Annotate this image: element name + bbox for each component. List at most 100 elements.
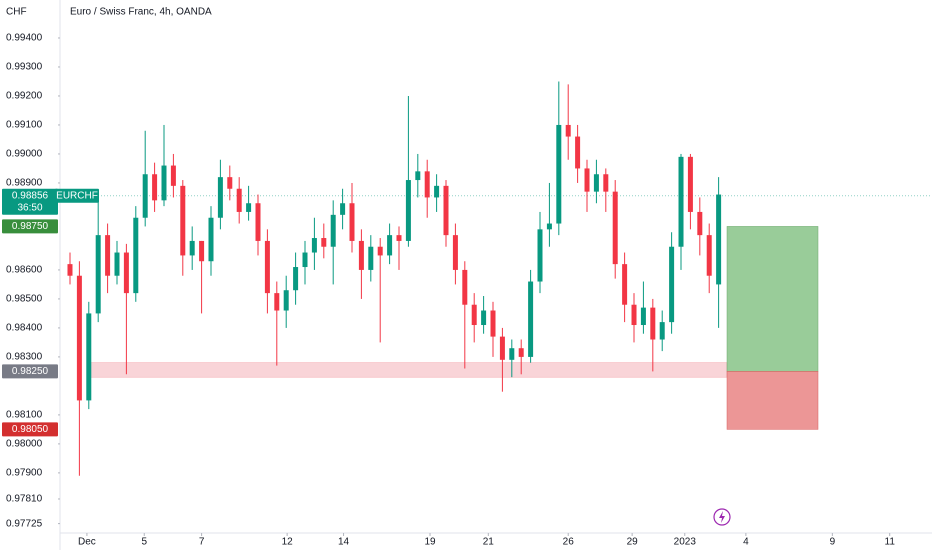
y-tick-label: 0.98000 (6, 439, 43, 450)
countdown: 36:50 (17, 202, 42, 213)
candle-body (424, 171, 430, 198)
y-tick-label: 0.97810 (6, 494, 43, 505)
y-tick-label: 0.98600 (6, 265, 43, 276)
candle-body (462, 269, 468, 305)
candle-body (687, 156, 693, 212)
candle-body (575, 136, 581, 169)
x-tick-label: 14 (338, 537, 350, 548)
y-tick-label: 0.98400 (6, 323, 43, 334)
candle-body (518, 348, 524, 357)
candle-body (659, 322, 665, 340)
y-tick-label: 0.99300 (6, 62, 43, 73)
y-tick-label: 0.98300 (6, 352, 43, 363)
candle-body (481, 310, 487, 326)
target-price-box (2, 219, 58, 234)
profit-zone (726, 226, 819, 372)
candle-body (76, 275, 82, 401)
candle-body (612, 191, 618, 265)
support-zone (86, 362, 728, 378)
candle-body (434, 185, 440, 198)
stop-price-label: 0.98050 (12, 424, 49, 435)
candle-body (161, 165, 167, 201)
candle-body (321, 238, 327, 247)
candle-body (528, 281, 534, 357)
candle-body (537, 229, 543, 282)
candle-body (396, 235, 402, 241)
candle-body (415, 171, 421, 181)
candle-body (452, 235, 458, 270)
x-tick-label: 19 (424, 537, 436, 548)
candle-body (246, 203, 252, 212)
candle-body (67, 264, 73, 276)
candle-body (340, 203, 346, 215)
candle-body (142, 174, 148, 218)
target-price-label: 0.98750 (12, 221, 49, 232)
candle-body (264, 240, 270, 294)
candle-body (565, 124, 571, 137)
x-tick-label: Dec (78, 537, 96, 548)
candle-body (509, 348, 515, 360)
candle-body (170, 165, 176, 186)
candle-body (208, 217, 214, 262)
candle-body (152, 174, 158, 201)
x-tick-label: 5 (141, 537, 147, 548)
y-tick-label: 0.99100 (6, 120, 43, 131)
candle-body (622, 264, 628, 305)
currency-label: CHF (6, 7, 27, 18)
candle-body (593, 174, 599, 192)
candle-body (86, 313, 92, 401)
candle-body (274, 293, 280, 311)
x-tick-label: 12 (282, 537, 294, 548)
x-tick-label: 2023 (674, 537, 697, 548)
y-tick-label: 0.98900 (6, 178, 43, 189)
candle-body (443, 185, 449, 236)
lightning-icon[interactable] (713, 508, 731, 526)
stop-price-box (2, 422, 58, 437)
x-tick-label: 21 (483, 537, 495, 548)
candle-body (105, 235, 111, 276)
candle-body (293, 267, 299, 291)
candle-body (697, 211, 703, 236)
candle-body (584, 168, 590, 192)
current-price-label: 0.98856 (12, 190, 49, 201)
candle-body (405, 180, 411, 241)
candle-body (114, 252, 120, 276)
symbol-tag (55, 188, 99, 203)
candle-body (471, 304, 477, 326)
candle-body (349, 203, 355, 241)
y-tick-label: 0.99200 (6, 91, 43, 102)
candle-body (217, 177, 223, 218)
candle-body (302, 252, 308, 268)
x-tick-label: 7 (199, 537, 205, 548)
candle-body (180, 185, 186, 256)
candle-body (236, 188, 242, 212)
candle-body (387, 235, 393, 256)
candle-body (706, 235, 712, 276)
candle-body (255, 203, 261, 241)
symbol-label: EURCHF (56, 190, 98, 201)
candle-body (189, 240, 195, 256)
candle-body (640, 307, 646, 326)
x-tick-label: 29 (627, 537, 639, 548)
candle-body (358, 240, 364, 270)
candle-body (631, 304, 637, 326)
x-tick-label: 9 (830, 537, 836, 548)
candle-body (678, 156, 684, 247)
candle-body (669, 246, 675, 323)
y-tick-label: 0.97725 (6, 518, 43, 529)
chart-title: Euro / Swiss Franc, 4h, OANDA (70, 7, 212, 18)
candle-body (650, 307, 656, 340)
candle-body (330, 214, 336, 247)
candle-body (123, 252, 129, 294)
candle-body (311, 238, 317, 253)
candle-body (95, 235, 101, 314)
candle-body (283, 290, 289, 311)
candle-body (499, 336, 505, 360)
x-tick-label: 26 (563, 537, 575, 548)
candle-body (199, 240, 205, 262)
y-tick-label: 0.98500 (6, 294, 43, 305)
x-tick-label: 4 (743, 537, 749, 548)
candle-body (546, 223, 552, 230)
x-tick-label: 11 (885, 537, 896, 548)
